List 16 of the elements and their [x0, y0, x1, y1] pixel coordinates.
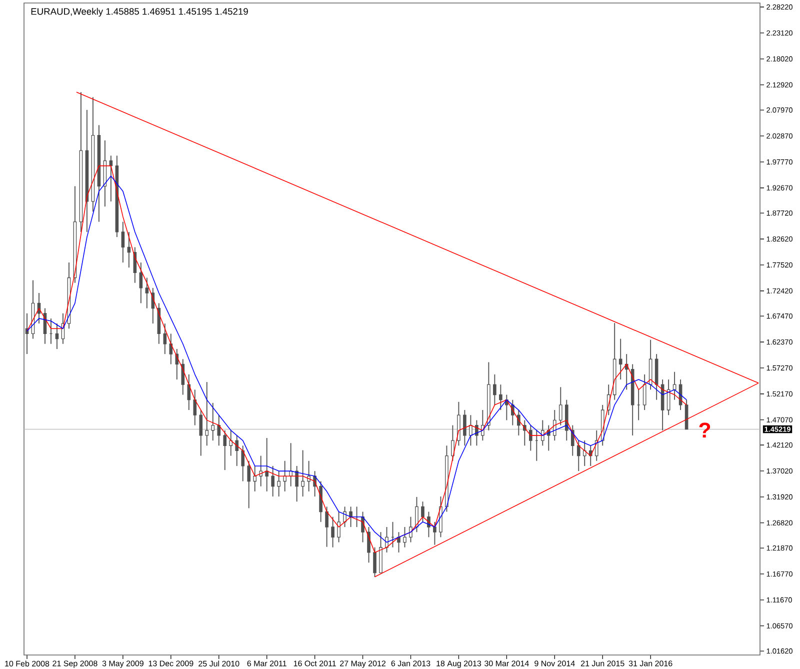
x-tick-label: 6 Mar 2011	[247, 660, 286, 666]
x-tick-label: 3 May 2009	[102, 660, 144, 668]
x-tick-label: 16 Oct 2011	[294, 660, 336, 666]
chart-title: EURAUD,Weekly 1.45885 1.46951 1.45195 1.45219	[31, 8, 248, 17]
annotation: ?	[699, 422, 710, 438]
x-tick-label: 6 Jan 2013	[391, 660, 430, 666]
x-tick-label: 25 Jul 2010	[198, 660, 240, 666]
x-tick-label: 10 Feb 2008	[5, 660, 50, 666]
x-tick-label: 30 Mar 2014	[484, 660, 529, 666]
x-tick-label: 13 Dec 2009	[148, 660, 194, 666]
x-tick-label: 21 Sep 2008	[52, 660, 98, 668]
x-tick-label: 18 Aug 2013	[436, 660, 482, 668]
x-tick-label: 9 Nov 2014	[534, 660, 575, 666]
x-tick-label: 21 Jun 2015	[580, 660, 624, 666]
x-tick-label: 27 May 2012	[340, 660, 386, 668]
x-tick-label: 31 Jan 2016	[628, 660, 672, 666]
